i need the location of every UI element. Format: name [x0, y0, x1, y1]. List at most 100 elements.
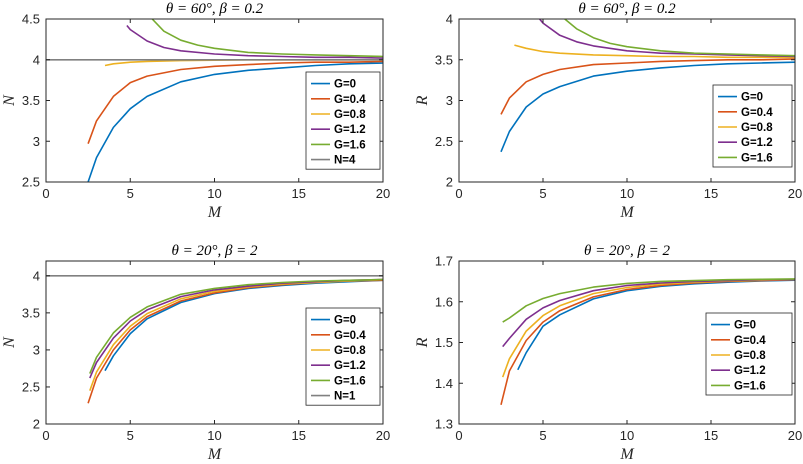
panel-4: 0 5 10 15 20 1.3 1.4 1.5 1.6 1.7 θ = 20°, β = 2 M R G… [414, 243, 802, 463]
series-line-g-1-6 [502, 278, 795, 323]
x-axis-label: M [619, 446, 635, 463]
x-tick-label: 15 [292, 186, 306, 201]
legend-entry: G=1.6 [741, 152, 773, 164]
x-tick-label: 10 [207, 186, 221, 201]
chart-title: θ = 60°, β = 0.2 [578, 1, 676, 17]
series-line-g-0-8 [514, 44, 795, 59]
legend-entry: G=1.6 [334, 139, 366, 151]
y-tick-label: 1.4 [435, 376, 453, 391]
chart-title: θ = 20°, β = 2 [171, 243, 258, 259]
y-tick-label: 3.5 [22, 305, 40, 320]
x-tick-label: 0 [455, 428, 462, 443]
x-tick-label: 5 [539, 186, 546, 201]
y-tick-label: 4 [33, 268, 40, 283]
x-tick-label: 5 [127, 186, 134, 201]
y-tick-label: 2 [446, 175, 453, 190]
y-tick-label: 1.3 [435, 417, 453, 432]
legend: G=0 G=0.4 G=0.8 G=1.2 G=1.6 [712, 84, 793, 168]
y-tick-label: 1.5 [435, 335, 453, 350]
plot-lines [500, 278, 795, 405]
series-line-g-1-6 [151, 19, 383, 58]
chart-title: θ = 60°, β = 0.2 [166, 1, 264, 17]
legend-box [705, 312, 793, 396]
series-line-g-1-6 [564, 19, 795, 57]
x-tick-label: 20 [788, 186, 802, 201]
x-tick-label: 20 [376, 186, 390, 201]
x-tick-label: 15 [704, 186, 718, 201]
plot-lines [500, 19, 795, 153]
legend-entry: G=0 [334, 315, 356, 327]
x-tick-label: 0 [42, 186, 49, 201]
legend-entry: G=0.8 [734, 350, 766, 362]
y-axis-label: N [1, 336, 18, 349]
series-line-g-1-2 [126, 24, 383, 59]
legend-entry: G=1.2 [334, 360, 366, 372]
y-tick-label: 3 [33, 342, 40, 357]
x-tick-label: 15 [292, 428, 306, 443]
legend: G=0 G=0.4 G=0.8 G=1.2 G=1.6 N=1 [305, 307, 381, 406]
legend: G=0 G=0.4 G=0.8 G=1.2 G=1.6 N=4 [305, 71, 381, 170]
x-tick-label: 20 [376, 428, 390, 443]
series-line-g-0 [500, 61, 795, 153]
legend-entry: N=4 [334, 155, 356, 167]
legend-entry: G=1.2 [334, 124, 366, 136]
y-axis-label: R [414, 95, 431, 106]
y-tick-label: 3.5 [22, 93, 40, 108]
plot-lines [46, 19, 383, 182]
y-tick-label: 4 [33, 52, 40, 67]
y-tick-label: 2 [33, 417, 40, 432]
plot-lines [46, 275, 383, 404]
x-tick-label: 10 [207, 428, 221, 443]
legend-entry: G=1.2 [734, 365, 766, 377]
y-tick-label: 2.5 [435, 134, 453, 149]
x-tick-label: 5 [539, 428, 546, 443]
series-line-g-0-4 [500, 58, 795, 115]
legend-entry: N=1 [334, 391, 356, 403]
series-line-g-0-4 [87, 60, 383, 144]
y-tick-label: 3 [33, 134, 40, 149]
legend-entry: G=0.8 [741, 122, 773, 134]
y-tick-label: 4 [446, 12, 453, 27]
y-axis-label: R [414, 337, 431, 348]
legend-entry: G=0.4 [734, 335, 766, 347]
legend-box [305, 71, 381, 170]
x-axis-label: M [207, 446, 223, 463]
y-tick-label: 2.5 [22, 379, 40, 394]
chart-title: θ = 20°, β = 2 [584, 243, 671, 259]
x-tick-label: 10 [620, 428, 634, 443]
y-tick-label: 2.5 [22, 175, 40, 190]
y-tick-label: 3.5 [435, 52, 453, 67]
legend-box [305, 307, 381, 406]
legend-entry: G=0.4 [334, 94, 366, 106]
legend-entry: G=0 [741, 92, 763, 104]
legend-entry: G=1.2 [741, 137, 773, 149]
legend-entry: G=0.4 [334, 330, 366, 342]
legend: G=0 G=0.4 G=0.8 G=1.2 G=1.6 [705, 312, 793, 396]
y-tick-label: 1.6 [435, 294, 453, 309]
series-line-g-0 [87, 62, 383, 182]
x-axis-label: M [619, 204, 635, 221]
x-tick-label: 20 [788, 428, 802, 443]
legend-entry: G=0 [334, 79, 356, 91]
series-line-g-1-6 [89, 278, 383, 374]
series-line-g-1-2 [538, 19, 795, 58]
y-tick-label: 1.7 [435, 254, 453, 269]
x-tick-label: 15 [704, 428, 718, 443]
legend-entry: G=0 [734, 320, 756, 332]
panel-3: 0 5 10 15 20 2 2.5 3 3.5 4 θ = 20°, β = 2 M N G=0 G=0.… [1, 243, 390, 463]
legend-entry: G=0.4 [741, 107, 773, 119]
series-line-g-1-2 [502, 278, 795, 348]
x-tick-label: 10 [620, 186, 634, 201]
legend-entry: G=1.6 [734, 380, 766, 392]
x-tick-label: 5 [127, 428, 134, 443]
x-tick-label: 0 [42, 428, 49, 443]
legend-entry: G=0.8 [334, 109, 366, 121]
y-tick-label: 4.5 [22, 12, 40, 27]
legend-entry: G=1.6 [334, 375, 366, 387]
legend-entry: G=0.8 [334, 345, 366, 357]
x-axis-label: M [207, 204, 223, 221]
legend-box [712, 84, 793, 168]
y-axis-label: N [1, 94, 18, 107]
